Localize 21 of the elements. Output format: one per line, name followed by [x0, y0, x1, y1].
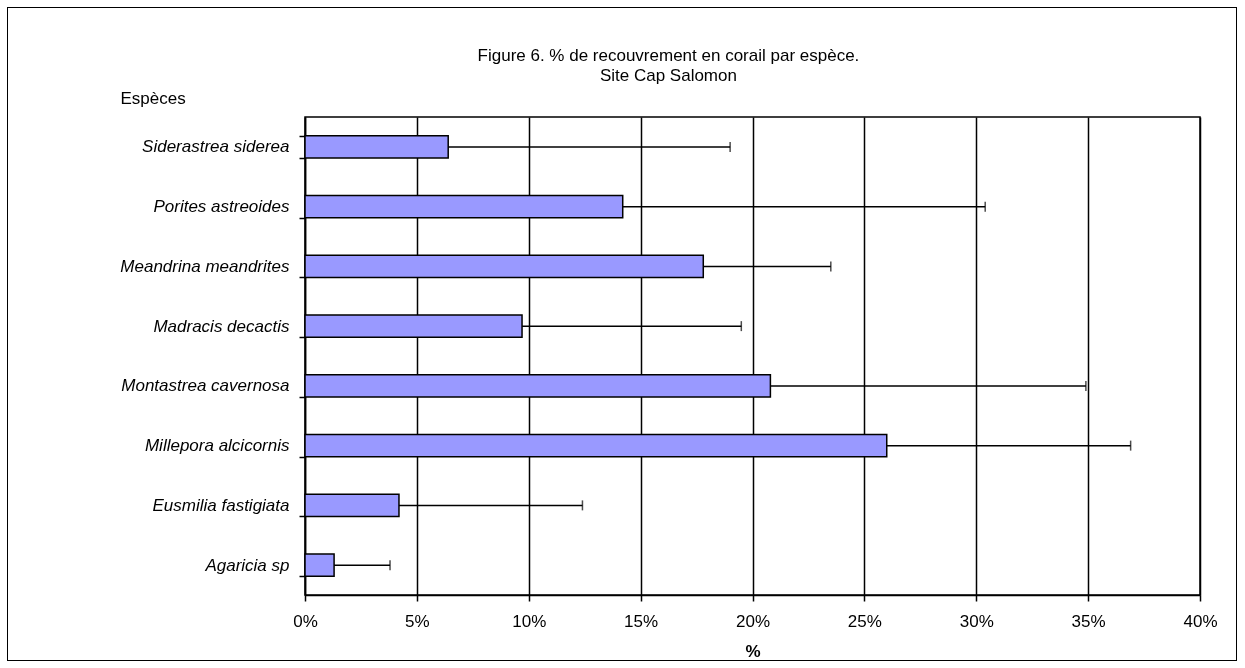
x-tick-label: 35% [1071, 611, 1106, 631]
x-tick-label: 5% [405, 611, 430, 631]
x-tick-label: 25% [847, 611, 882, 631]
y-tick-label: Eusmilia fastigiata [152, 495, 290, 515]
x-axis-title: % [745, 641, 761, 661]
y-tick-label: Madracis decactis [153, 316, 290, 336]
y-tick-label: Siderastrea siderea [142, 137, 290, 157]
y-axis-title: Espèces [120, 88, 186, 108]
x-tick-label: 40% [1183, 611, 1218, 631]
x-tick-label: 30% [959, 611, 994, 631]
x-tick-label: 20% [735, 611, 771, 631]
chart-title: Figure 6. % de recouvrement en corail par espèce. [477, 46, 860, 65]
y-tick-label: Millepora alcicornis [144, 436, 290, 456]
y-tick-label: Meandrina meandrites [120, 256, 290, 276]
x-tick-label: 10% [512, 611, 547, 631]
x-tick-label: 15% [624, 611, 659, 631]
y-tick-label: Porites astreoides [153, 197, 290, 217]
y-tick-label: Agaricia sp [204, 555, 290, 575]
chart-subtitle: Site Cap Salomon [599, 66, 737, 85]
y-tick-label: Montastrea cavernosa [121, 376, 290, 396]
x-tick-label: 0% [293, 611, 318, 631]
